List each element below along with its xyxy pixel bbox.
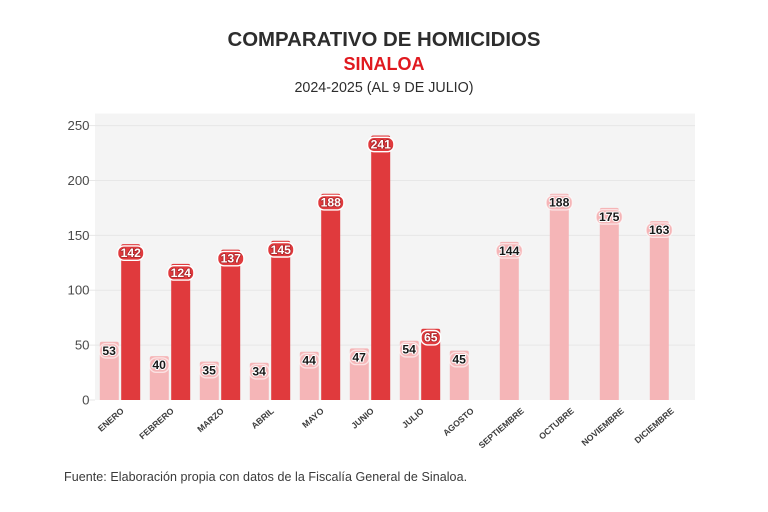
svg-text:45: 45: [452, 353, 466, 367]
svg-text:SEPTIEMBRE: SEPTIEMBRE: [477, 406, 526, 451]
svg-text:MARZO: MARZO: [195, 406, 226, 435]
svg-text:241: 241: [371, 138, 392, 152]
svg-text:0: 0: [82, 393, 89, 408]
svg-text:53: 53: [102, 344, 116, 358]
svg-text:ENERO: ENERO: [96, 406, 126, 434]
svg-text:44: 44: [302, 354, 316, 368]
svg-text:50: 50: [75, 338, 90, 353]
svg-text:144: 144: [499, 244, 520, 258]
svg-text:145: 145: [271, 243, 292, 257]
svg-text:175: 175: [599, 210, 620, 224]
svg-text:200: 200: [67, 173, 89, 188]
svg-text:100: 100: [67, 283, 89, 298]
svg-text:ABRIL: ABRIL: [249, 405, 276, 430]
svg-text:124: 124: [171, 266, 192, 280]
svg-text:188: 188: [321, 196, 342, 210]
svg-text:FEBRERO: FEBRERO: [137, 406, 176, 442]
svg-text:NOVIEMBRE: NOVIEMBRE: [580, 406, 626, 448]
svg-text:JULIO: JULIO: [400, 406, 426, 430]
svg-text:OCTUBRE: OCTUBRE: [537, 406, 576, 442]
svg-text:137: 137: [221, 252, 242, 266]
svg-text:188: 188: [549, 196, 570, 210]
svg-text:163: 163: [649, 223, 670, 237]
svg-text:DICIEMBRE: DICIEMBRE: [632, 406, 676, 446]
svg-text:40: 40: [152, 358, 166, 372]
svg-text:MAYO: MAYO: [300, 406, 326, 430]
svg-text:250: 250: [67, 118, 89, 133]
svg-text:47: 47: [352, 350, 366, 364]
svg-text:150: 150: [67, 228, 89, 243]
svg-text:54: 54: [402, 343, 416, 357]
svg-text:65: 65: [424, 331, 438, 345]
svg-text:JUNIO: JUNIO: [349, 406, 376, 431]
svg-text:142: 142: [121, 246, 142, 260]
svg-text:AGOSTO: AGOSTO: [441, 406, 476, 438]
svg-text:34: 34: [252, 365, 266, 379]
svg-text:35: 35: [202, 364, 216, 378]
